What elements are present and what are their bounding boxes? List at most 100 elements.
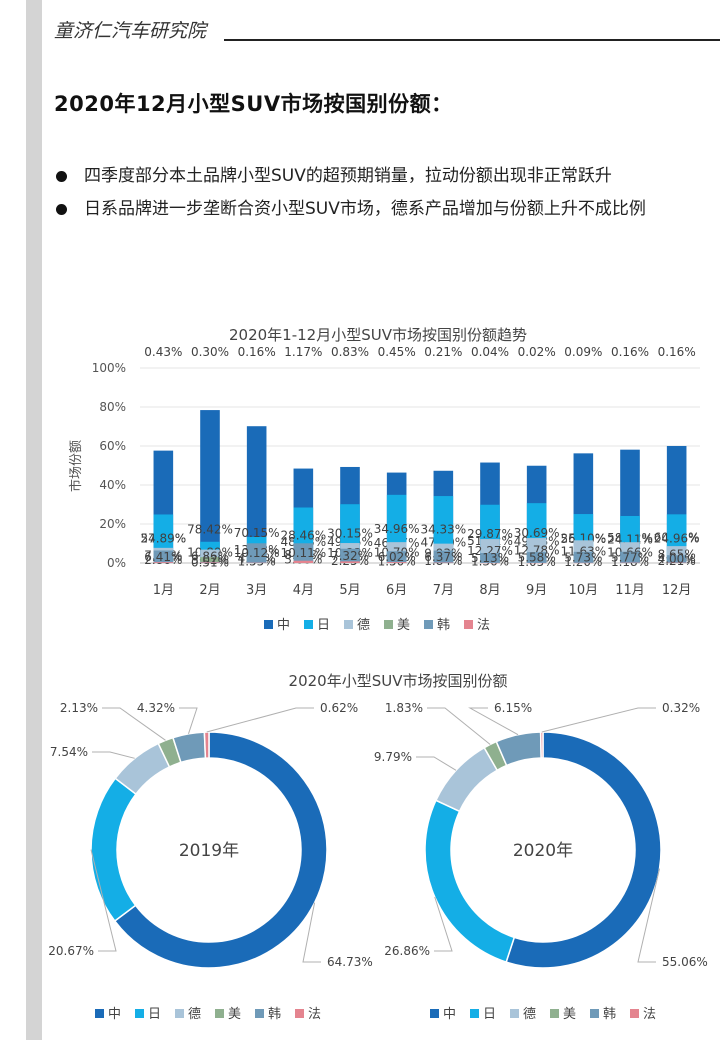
data-label: 3.02%	[191, 553, 229, 567]
data-label: 10.12%	[234, 546, 280, 560]
header-org: 童济仁汽车研究院	[54, 20, 207, 42]
leader-line	[427, 707, 491, 745]
data-label: 0.30%	[191, 345, 229, 359]
data-label: 11.63%	[560, 545, 606, 559]
legend-swatch	[550, 1009, 559, 1018]
data-label: 6.02%	[378, 550, 416, 564]
donut-center-label: 2019年	[179, 841, 239, 861]
legend-swatch	[384, 620, 393, 629]
bullet-dot-icon	[56, 204, 67, 215]
data-label: 12.27%	[467, 544, 513, 558]
data-label: 30.15%	[327, 527, 373, 541]
bar-segment	[666, 555, 687, 563]
y-tick-label: 100%	[92, 361, 126, 375]
bar-segment	[200, 557, 220, 563]
data-label: 0.16%	[658, 345, 696, 359]
bar-segment	[293, 560, 314, 563]
legend-label: 美	[228, 1007, 241, 1022]
slice-label: 0.32%	[662, 701, 700, 715]
legend-swatch	[295, 1009, 304, 1018]
legend-label: 法	[477, 618, 490, 633]
donut-slice	[539, 731, 544, 759]
data-label: 34.33%	[420, 523, 466, 537]
data-label: 70.15%	[234, 526, 280, 540]
slice-label: 55.06%	[662, 955, 708, 969]
bullet-item: 四季度部分本土品牌小型SUV的超预期销量，拉动份额出现非正常跃升	[54, 160, 646, 193]
bar-segment	[200, 562, 220, 563]
leader-line	[302, 902, 321, 963]
bar-segment	[293, 543, 314, 563]
legend-swatch	[264, 620, 273, 629]
legend-label: 日	[148, 1007, 161, 1022]
y-tick-label: 20%	[99, 517, 126, 531]
data-label: 24.89%	[140, 532, 186, 546]
bar-segment	[246, 543, 267, 563]
data-label: 0.09%	[564, 345, 602, 359]
bar-segment	[573, 551, 594, 563]
slice-label: 0.62%	[320, 701, 358, 715]
slice-label: 4.32%	[137, 701, 175, 715]
legend-label: 中	[443, 1007, 456, 1022]
bar-chart-title: 2020年1-12月小型SUV市场按国别份额趋势	[229, 326, 527, 344]
leader-line	[637, 868, 661, 963]
legend-swatch	[95, 1009, 104, 1018]
leader-line	[416, 756, 457, 771]
legend-label: 美	[563, 1007, 576, 1022]
slice-label: 1.83%	[385, 701, 423, 715]
data-label: 24.11%	[607, 532, 653, 546]
bar-segment	[246, 426, 267, 563]
donut-chart-title: 2020年小型SUV市场按国别份额	[289, 672, 508, 690]
donut-slice	[203, 731, 210, 759]
data-label: 6.41%	[144, 550, 182, 564]
x-tick-label: 6月	[386, 583, 407, 598]
leader-line	[90, 849, 117, 952]
bar-segment	[620, 551, 640, 563]
bullet-text: 四季度部分本土品牌小型SUV的超预期销量，拉动份额出现非正常跃升	[84, 166, 612, 186]
legend-label: 德	[523, 1007, 536, 1022]
legend-swatch	[255, 1009, 264, 1018]
leader-line	[541, 707, 656, 733]
y-tick-label: 60%	[99, 439, 126, 453]
x-tick-label: 2月	[199, 583, 220, 598]
data-label: 0.43%	[144, 345, 182, 359]
slice-label: 64.73%	[327, 955, 373, 969]
bar-segment	[200, 410, 220, 563]
left-margin-bar	[26, 0, 42, 1040]
bullet-item: 日系品牌进一步垄断合资小型SUV市场，德系产品增加与份额上升不成比例	[54, 193, 646, 226]
legend-swatch	[464, 620, 473, 629]
donut-slice	[434, 746, 499, 813]
data-label: 12.78%	[514, 544, 560, 558]
data-label: 10.11%	[280, 546, 326, 560]
legend-swatch	[630, 1009, 639, 1018]
y-tick-label: 80%	[99, 400, 126, 414]
data-label: 0.16%	[238, 345, 276, 359]
legend-label: 韩	[268, 1007, 281, 1022]
x-tick-label: 11月	[615, 583, 645, 598]
legend-swatch	[344, 620, 353, 629]
legend-label: 中	[277, 618, 290, 633]
legend-swatch	[424, 620, 433, 629]
legend-swatch	[590, 1009, 599, 1018]
data-label: 30.69%	[514, 526, 560, 540]
data-label: 4.00%	[658, 552, 696, 566]
bar-segment	[433, 550, 454, 563]
slice-label: 20.67%	[48, 944, 94, 958]
bullet-text: 日系品牌进一步垄断合资小型SUV市场，德系产品增加与份额上升不成比例	[84, 199, 646, 219]
legend-label: 韩	[437, 618, 450, 633]
data-label: 0.02%	[518, 345, 556, 359]
legend-label: 法	[308, 1007, 321, 1022]
x-tick-label: 7月	[433, 583, 454, 598]
bullet-list: 四季度部分本土品牌小型SUV的超预期销量，拉动份额出现非正常跃升 日系品牌进一步…	[54, 160, 646, 226]
data-label: 1.17%	[284, 345, 322, 359]
bar-segment	[480, 552, 500, 563]
data-label: 5.77%	[611, 550, 649, 564]
data-label: 5.73%	[564, 550, 602, 564]
legend-label: 日	[317, 618, 330, 633]
leader-line	[468, 707, 519, 736]
x-tick-label: 12月	[662, 583, 692, 598]
leader-line	[434, 896, 453, 952]
donut-center-label: 2020年	[513, 841, 573, 861]
bullet-dot-icon	[56, 171, 67, 182]
legend-label: 韩	[603, 1007, 616, 1022]
slice-label: 7.54%	[50, 745, 88, 759]
